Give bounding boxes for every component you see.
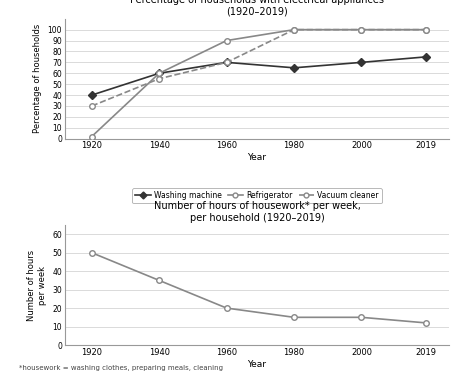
Legend: Washing machine, Refrigerator, Vacuum cleaner: Washing machine, Refrigerator, Vacuum cl… (132, 188, 382, 203)
X-axis label: Year: Year (247, 153, 267, 162)
Title: Number of hours of housework* per week,
per household (1920–2019): Number of hours of housework* per week, … (154, 201, 360, 223)
Title: Percentage of households with electrical appliances
(1920–2019): Percentage of households with electrical… (130, 0, 384, 16)
Y-axis label: Number of hours
per week: Number of hours per week (27, 249, 47, 321)
Text: *housework = washing clothes, preparing meals, cleaning: *housework = washing clothes, preparing … (19, 365, 223, 371)
Y-axis label: Percentage of households: Percentage of households (33, 24, 42, 134)
X-axis label: Year: Year (247, 360, 267, 369)
